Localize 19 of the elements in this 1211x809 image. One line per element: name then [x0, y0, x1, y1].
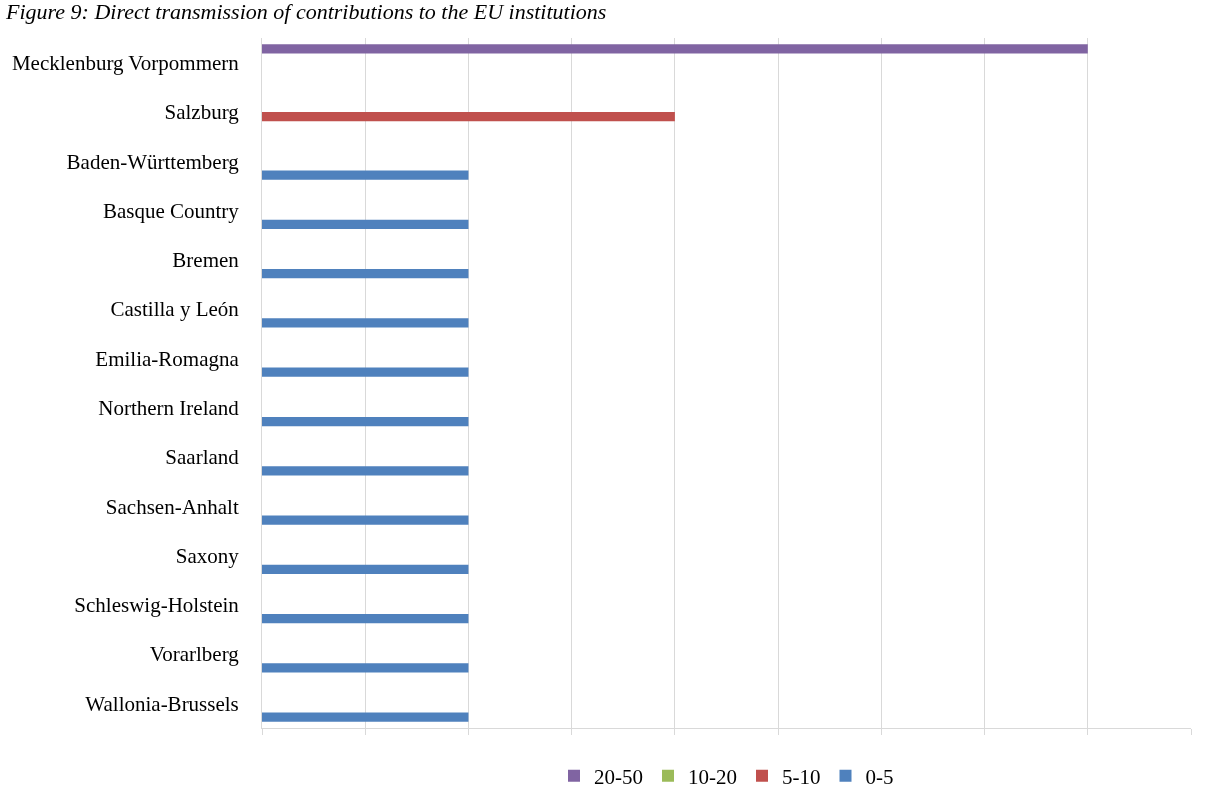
y-tick-label: Emilia-Romagna — [95, 346, 240, 371]
y-tick-label: Bremen — [172, 248, 240, 273]
y-tick-label: Saarland — [165, 445, 240, 470]
y-tick-label: Mecklenburg Vorpommern — [11, 50, 240, 75]
y-tick-label: Baden-Württemberg — [66, 149, 240, 174]
y-tick-label: Salzburg — [164, 100, 240, 125]
legend-label: 10-20 — [688, 764, 737, 789]
legend-label: 0-5 — [865, 764, 894, 789]
y-tick-label: Schleswig-Holstein — [74, 593, 240, 618]
y-tick-label: Northern Ireland — [98, 395, 240, 420]
chart-title: Figure 9: Direct transmission of contributions to the EU institutions — [5, 0, 607, 25]
y-tick-label: Wallonia-Brussels — [85, 691, 239, 716]
legend-label: 5-10 — [782, 764, 821, 789]
y-tick-label: Castilla y León — [110, 297, 240, 322]
y-tick-label: Vorarlberg — [149, 642, 240, 667]
y-tick-label: Saxony — [175, 543, 240, 568]
y-tick-label: Basque Country — [102, 198, 240, 223]
y-tick-label: Sachsen-Anhalt — [105, 494, 239, 519]
legend-label: 20-50 — [594, 764, 643, 789]
